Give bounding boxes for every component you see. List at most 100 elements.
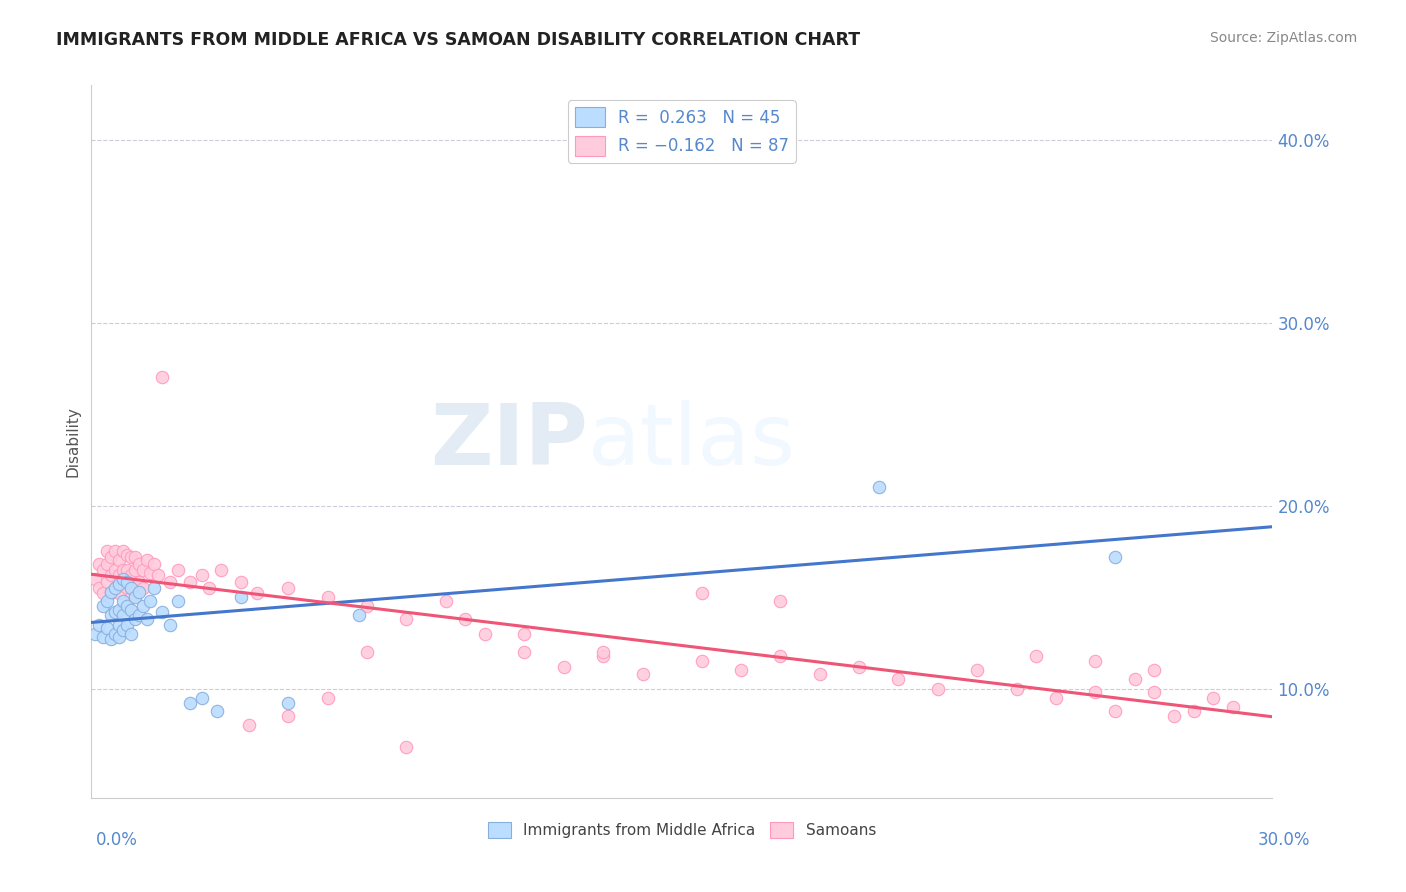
Point — [190, 690, 212, 705]
Point — [395, 740, 418, 755]
Point — [104, 581, 127, 595]
Point — [513, 645, 536, 659]
Point — [966, 663, 988, 677]
Point — [115, 617, 138, 632]
Point — [111, 623, 134, 637]
Point — [229, 575, 252, 590]
Point — [927, 681, 949, 696]
Y-axis label: Disability: Disability — [65, 406, 80, 477]
Point — [1084, 685, 1107, 699]
Point — [128, 584, 150, 599]
Point — [111, 608, 134, 623]
Point — [238, 718, 260, 732]
Point — [1104, 549, 1126, 564]
Point — [111, 563, 134, 577]
Point — [395, 612, 418, 626]
Point — [91, 586, 114, 600]
Point — [124, 590, 146, 604]
Point — [808, 667, 831, 681]
Point — [124, 563, 146, 577]
Point — [690, 586, 713, 600]
Point — [120, 568, 142, 582]
Text: Source: ZipAtlas.com: Source: ZipAtlas.com — [1209, 31, 1357, 45]
Point — [108, 630, 131, 644]
Point — [108, 603, 131, 617]
Point — [96, 544, 118, 558]
Point — [198, 581, 221, 595]
Point — [139, 566, 162, 581]
Point — [1143, 685, 1166, 699]
Point — [108, 553, 131, 567]
Point — [104, 626, 127, 640]
Point — [96, 621, 118, 635]
Point — [91, 630, 114, 644]
Point — [100, 549, 122, 564]
Point — [631, 667, 654, 681]
Point — [91, 599, 114, 614]
Text: atlas: atlas — [588, 400, 796, 483]
Point — [100, 632, 122, 647]
Point — [179, 696, 201, 710]
Point — [108, 568, 131, 582]
Point — [277, 581, 299, 595]
Point — [730, 663, 752, 677]
Point — [111, 593, 134, 607]
Point — [148, 568, 170, 582]
Point — [769, 593, 792, 607]
Point — [887, 673, 910, 687]
Point — [111, 544, 134, 558]
Point — [135, 553, 157, 567]
Point — [120, 626, 142, 640]
Point — [115, 563, 138, 577]
Point — [848, 659, 870, 673]
Point — [120, 603, 142, 617]
Point — [474, 626, 496, 640]
Text: ZIP: ZIP — [430, 400, 588, 483]
Point — [513, 626, 536, 640]
Text: 0.0%: 0.0% — [96, 831, 138, 849]
Point — [1005, 681, 1028, 696]
Point — [690, 654, 713, 668]
Point — [128, 575, 150, 590]
Point — [104, 563, 127, 577]
Point — [115, 575, 138, 590]
Point — [1045, 690, 1067, 705]
Point — [108, 577, 131, 591]
Point — [131, 599, 153, 614]
Point — [124, 612, 146, 626]
Point — [115, 548, 138, 562]
Point — [120, 590, 142, 604]
Point — [96, 575, 118, 590]
Point — [143, 557, 166, 571]
Point — [143, 581, 166, 595]
Point — [131, 581, 153, 595]
Point — [347, 608, 370, 623]
Point — [1104, 704, 1126, 718]
Point — [179, 575, 201, 590]
Point — [100, 608, 122, 623]
Point — [84, 626, 107, 640]
Point — [868, 480, 890, 494]
Point — [167, 593, 190, 607]
Point — [356, 645, 378, 659]
Point — [115, 599, 138, 614]
Point — [104, 605, 127, 619]
Point — [96, 557, 118, 571]
Point — [84, 572, 107, 586]
Point — [207, 704, 229, 718]
Point — [150, 605, 173, 619]
Point — [316, 590, 339, 604]
Point — [1202, 690, 1225, 705]
Point — [91, 563, 114, 577]
Point — [1143, 663, 1166, 677]
Point — [209, 563, 232, 577]
Point — [1222, 699, 1244, 714]
Point — [1123, 673, 1146, 687]
Point — [128, 608, 150, 623]
Point — [96, 593, 118, 607]
Point — [277, 709, 299, 723]
Point — [100, 584, 122, 599]
Point — [246, 586, 269, 600]
Point — [120, 581, 142, 595]
Point — [159, 617, 181, 632]
